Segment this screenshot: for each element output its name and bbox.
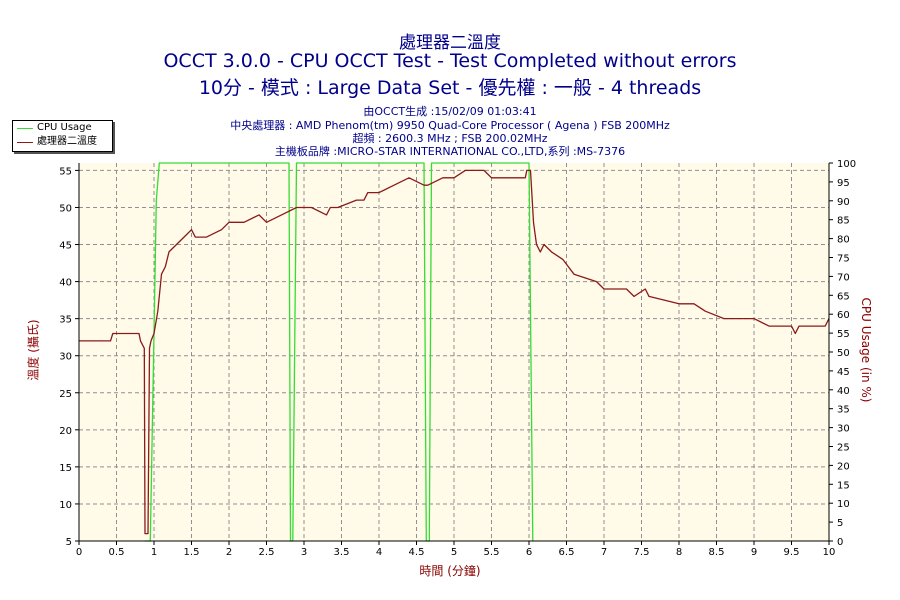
legend-item-cpu-usage: CPU Usage	[13, 121, 112, 135]
y-tick-label-right: 100	[837, 159, 856, 170]
x-tick-label: 7	[601, 547, 607, 558]
info-motherboard: 主機板品牌 :MICRO-STAR INTERNATIONAL CO.,LTD,…	[274, 145, 626, 158]
x-tick-label: 5	[451, 547, 457, 558]
x-tick-label: 9.5	[784, 547, 800, 558]
x-tick-label: 2.5	[259, 547, 275, 558]
x-tick-label: 10	[823, 547, 836, 558]
chart-subtitle-test: OCCT 3.0.0 - CPU OCCT Test - Test Comple…	[163, 50, 737, 72]
legend-label-cpu-usage: CPU Usage	[37, 122, 92, 133]
y-tick-label-left: 25	[59, 389, 72, 400]
y-tick-label-right: 20	[837, 461, 850, 472]
legend: CPU Usage 處理器二溫度	[12, 120, 113, 152]
y-tick-label-left: 15	[59, 463, 72, 474]
y-tick-label-right: 80	[837, 235, 850, 246]
y-tick-label-right: 50	[837, 348, 850, 359]
x-tick-label: 8	[676, 547, 682, 558]
y-tick-label-right: 15	[837, 480, 850, 491]
x-tick-label: 3.5	[334, 547, 350, 558]
y-tick-label-left: 55	[59, 166, 72, 177]
y-tick-label-left: 5	[66, 537, 72, 548]
x-tick-label: 0.5	[109, 547, 125, 558]
chart-subtitle-mode: 10分 - 模式 : Large Data Set - 優先權 : 一般 - 4…	[198, 77, 702, 99]
y-tick-label-left: 35	[59, 315, 72, 326]
y-tick-label-left: 30	[59, 352, 72, 363]
y-tick-label-left: 20	[59, 426, 72, 437]
x-tick-label: 3	[301, 547, 307, 558]
y-tick-label-right: 5	[837, 518, 843, 529]
y-tick-label-right: 70	[837, 272, 850, 283]
y-tick-label-right: 65	[837, 291, 850, 302]
legend-swatch-temperature	[17, 142, 33, 143]
chart-title: 處理器二溫度	[399, 33, 501, 53]
x-tick-label: 2	[226, 547, 232, 558]
series-line-temperature	[79, 169, 830, 535]
x-tick-label: 9	[751, 547, 757, 558]
x-tick-label: 6	[526, 547, 532, 558]
x-tick-label: 1.5	[184, 547, 200, 558]
x-tick-label: 4.5	[409, 547, 425, 558]
x-tick-label: 8.5	[709, 547, 725, 558]
x-tick-label: 6.5	[559, 547, 575, 558]
x-tick-label: 7.5	[634, 547, 650, 558]
y-tick-label-left: 45	[59, 241, 72, 252]
y-tick-label-right: 85	[837, 216, 850, 227]
y-tick-label-right: 60	[837, 310, 850, 321]
y-tick-label-left: 40	[59, 278, 72, 289]
x-tick-label: 1	[151, 547, 157, 558]
y-tick-label-right: 0	[837, 537, 843, 548]
y-tick-label-left: 10	[59, 500, 72, 511]
x-axis-label: 時間 (分鐘)	[419, 564, 481, 578]
info-generated: 由OCCT生成 :15/02/09 01:03:41	[363, 105, 537, 118]
y-tick-label-right: 40	[837, 386, 850, 397]
y-tick-label-right: 10	[837, 499, 850, 510]
y-tick-label-right: 90	[837, 197, 850, 208]
x-tick-label: 0	[76, 547, 82, 558]
y-tick-label-right: 35	[837, 405, 850, 416]
y-tick-label-left: 50	[59, 203, 72, 214]
y-axis-label-left: 溫度 (攝氏)	[26, 319, 41, 381]
y-tick-label-right: 95	[837, 178, 850, 189]
y-tick-label-right: 55	[837, 329, 850, 340]
y-tick-label-right: 45	[837, 367, 850, 378]
legend-swatch-cpu-usage	[17, 128, 33, 129]
y-tick-label-right: 30	[837, 424, 850, 435]
info-overclock: 超頻 : 2600.3 MHz ; FSB 200.02MHz	[352, 132, 548, 145]
x-tick-label: 5.5	[484, 547, 500, 558]
legend-label-temperature: 處理器二溫度	[37, 136, 97, 147]
legend-item-temperature: 處理器二溫度	[13, 135, 112, 149]
y-axis-label-right: CPU Usage (in %)	[859, 297, 873, 403]
x-tick-label: 4	[376, 547, 382, 558]
y-tick-label-right: 75	[837, 254, 850, 265]
y-tick-label-right: 25	[837, 443, 850, 454]
info-cpu: 中央處理器 : AMD Phenom(tm) 9950 Quad-Core Pr…	[230, 119, 670, 132]
